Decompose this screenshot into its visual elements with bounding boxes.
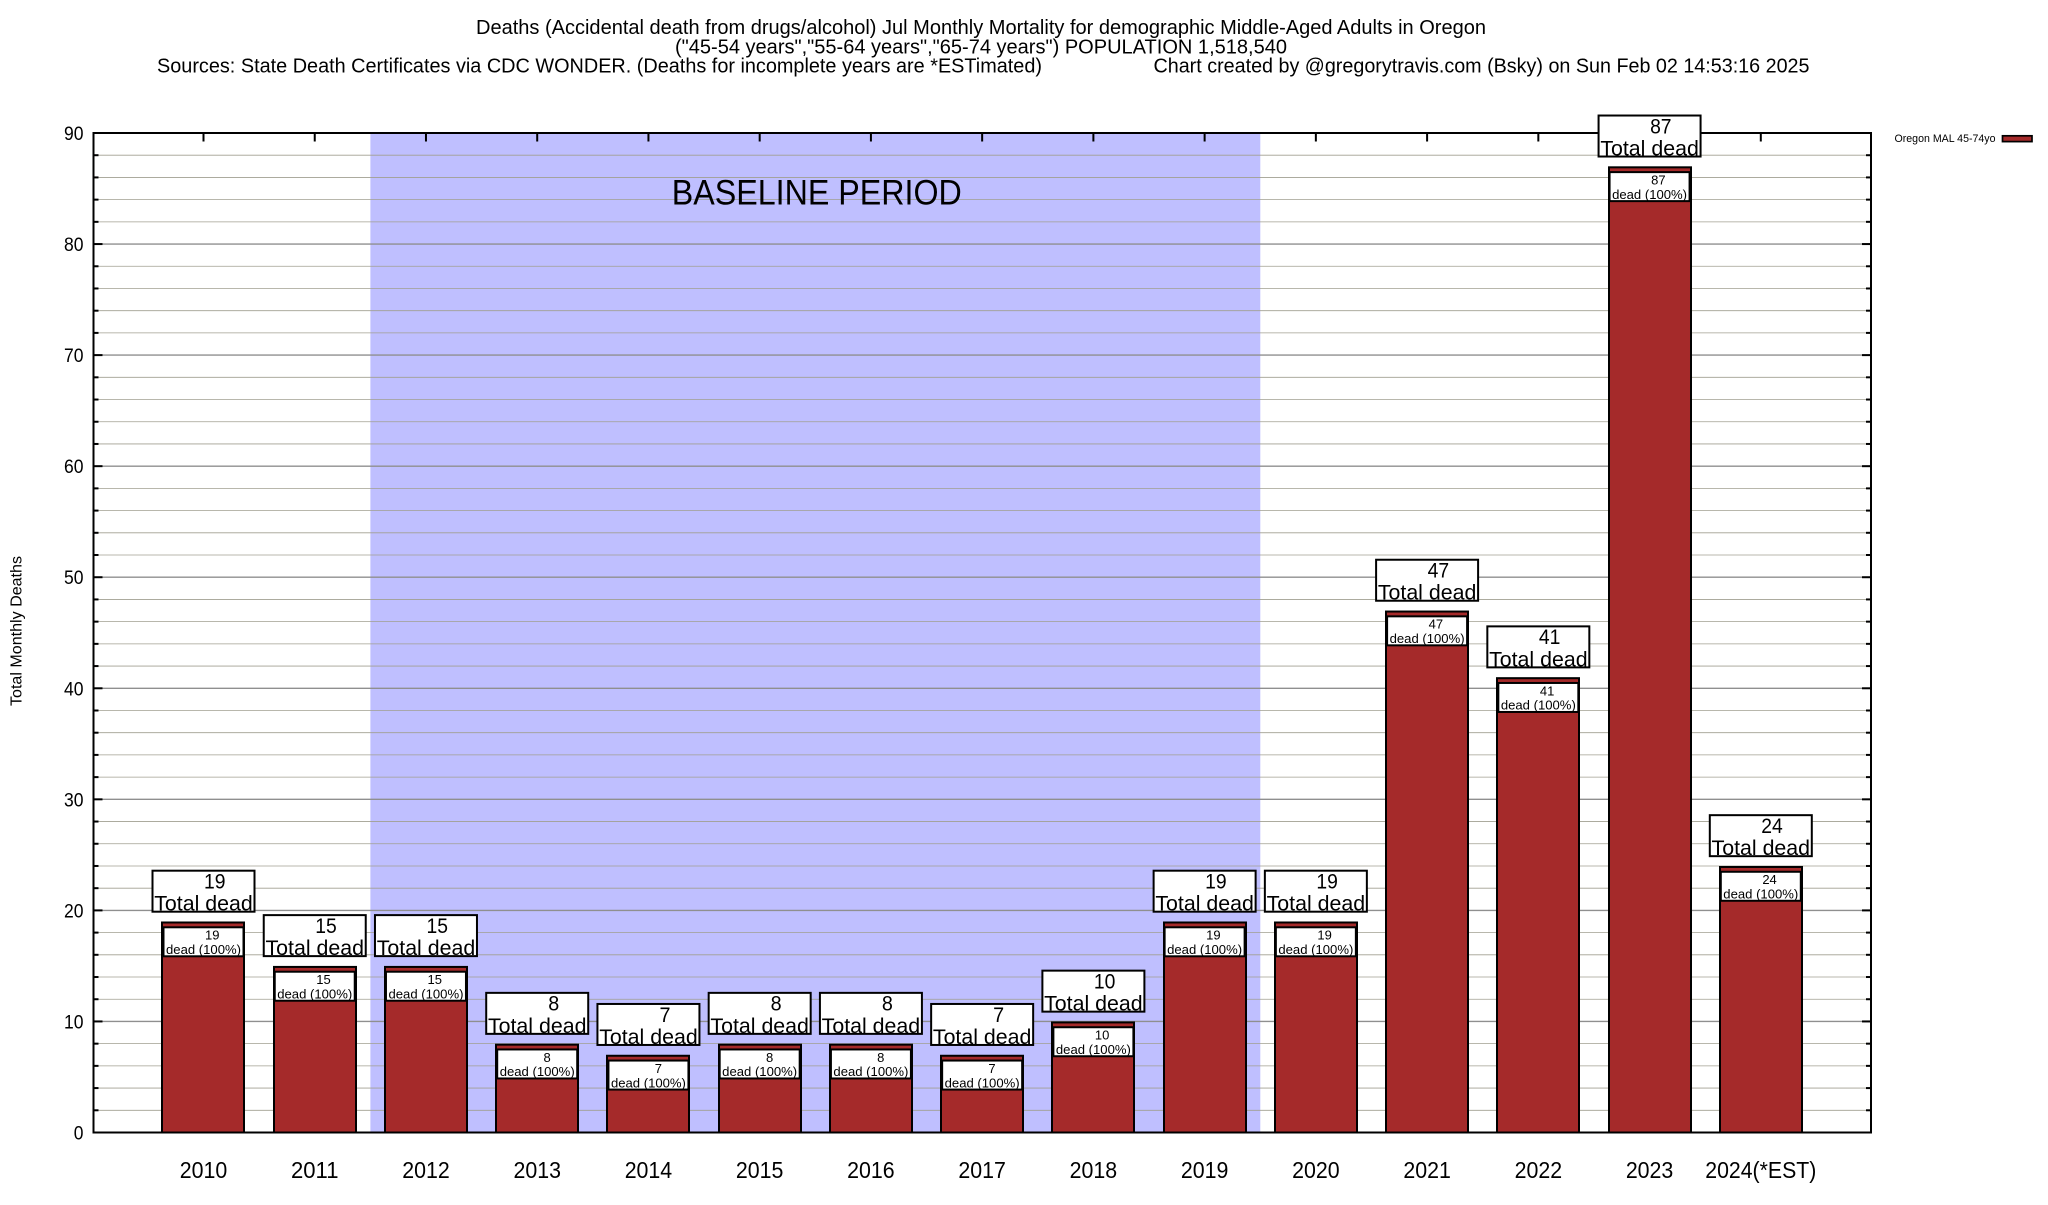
- svg-text:47: 47: [1429, 617, 1443, 632]
- svg-text:2021: 2021: [1403, 1157, 1451, 1183]
- svg-text:15: 15: [428, 972, 442, 987]
- svg-text:40: 40: [64, 678, 84, 700]
- svg-text:Total dead: Total dead: [377, 936, 476, 960]
- svg-text:Total dead: Total dead: [154, 892, 253, 916]
- svg-text:41: 41: [1539, 625, 1561, 649]
- svg-text:7: 7: [659, 1003, 670, 1027]
- svg-text:dead (100%): dead (100%): [945, 1075, 1020, 1090]
- svg-text:2017: 2017: [958, 1157, 1006, 1183]
- svg-text:10: 10: [64, 1011, 84, 1033]
- svg-text:19: 19: [1206, 928, 1220, 943]
- svg-text:7: 7: [988, 1061, 995, 1076]
- svg-text:20: 20: [64, 900, 84, 922]
- svg-text:Sources: State Death Certifica: Sources: State Death Certificates via CD…: [157, 56, 1042, 78]
- svg-text:2014: 2014: [625, 1157, 673, 1183]
- svg-text:Total dead: Total dead: [1267, 892, 1366, 916]
- svg-text:Total dead: Total dead: [822, 1014, 921, 1038]
- svg-text:7: 7: [655, 1061, 662, 1076]
- svg-text:19: 19: [205, 928, 219, 943]
- svg-text:Total dead: Total dead: [933, 1025, 1032, 1049]
- svg-text:Total dead: Total dead: [488, 1014, 587, 1038]
- svg-text:dead (100%): dead (100%): [611, 1075, 686, 1090]
- svg-text:19: 19: [1205, 869, 1227, 893]
- svg-text:Total dead: Total dead: [1155, 892, 1254, 916]
- svg-text:dead (100%): dead (100%): [1167, 942, 1242, 957]
- svg-text:Total Monthly Deaths: Total Monthly Deaths: [9, 556, 26, 706]
- svg-text:dead (100%): dead (100%): [166, 942, 241, 957]
- svg-text:Total dead: Total dead: [265, 936, 364, 960]
- svg-text:50: 50: [64, 567, 84, 589]
- svg-text:Total dead: Total dead: [1044, 992, 1143, 1016]
- svg-text:dead (100%): dead (100%): [1723, 886, 1798, 901]
- svg-text:19: 19: [1317, 928, 1331, 943]
- svg-text:15: 15: [315, 914, 337, 938]
- svg-text:0: 0: [74, 1123, 84, 1145]
- svg-text:2016: 2016: [847, 1157, 895, 1183]
- svg-text:19: 19: [204, 869, 226, 893]
- svg-text:dead (100%): dead (100%): [1501, 698, 1576, 713]
- svg-text:60: 60: [64, 456, 84, 478]
- svg-text:Total dead: Total dead: [1712, 836, 1811, 860]
- svg-text:2010: 2010: [180, 1157, 228, 1183]
- svg-text:87: 87: [1651, 172, 1665, 187]
- svg-text:24: 24: [1762, 872, 1776, 887]
- svg-text:47: 47: [1428, 559, 1450, 583]
- svg-text:dead (100%): dead (100%): [722, 1064, 797, 1079]
- svg-text:15: 15: [316, 972, 330, 987]
- svg-text:8: 8: [882, 992, 893, 1016]
- svg-text:dead (100%): dead (100%): [277, 986, 352, 1001]
- svg-text:Total dead: Total dead: [1489, 647, 1588, 671]
- svg-text:Chart created by @gregorytravi: Chart created by @gregorytravis.com (Bsk…: [1154, 56, 1810, 78]
- svg-text:2011: 2011: [291, 1157, 339, 1183]
- svg-text:2015: 2015: [736, 1157, 784, 1183]
- svg-text:8: 8: [543, 1050, 550, 1065]
- svg-text:dead (100%): dead (100%): [833, 1064, 908, 1079]
- svg-text:24: 24: [1761, 814, 1783, 838]
- svg-text:Total dead: Total dead: [599, 1025, 698, 1049]
- svg-text:87: 87: [1650, 114, 1672, 138]
- svg-text:Oregon MAL 45-74yo: Oregon MAL 45-74yo: [1895, 133, 1996, 145]
- svg-text:dead (100%): dead (100%): [1390, 631, 1465, 646]
- svg-text:19: 19: [1316, 869, 1338, 893]
- svg-text:Deaths (Accidental death from: Deaths (Accidental death from drugs/alco…: [476, 17, 1486, 39]
- svg-text:90: 90: [64, 123, 84, 145]
- svg-text:BASELINE PERIOD: BASELINE PERIOD: [672, 174, 962, 213]
- svg-text:15: 15: [426, 914, 448, 938]
- svg-text:10: 10: [1095, 1028, 1109, 1043]
- svg-text:2019: 2019: [1181, 1157, 1229, 1183]
- svg-text:2023: 2023: [1626, 1157, 1674, 1183]
- svg-text:41: 41: [1540, 683, 1554, 698]
- svg-text:dead (100%): dead (100%): [1612, 187, 1687, 202]
- svg-text:Total dead: Total dead: [1600, 137, 1699, 161]
- svg-text:Total dead: Total dead: [710, 1014, 809, 1038]
- svg-text:70: 70: [64, 345, 84, 367]
- svg-text:8: 8: [548, 992, 559, 1016]
- svg-text:2013: 2013: [513, 1157, 561, 1183]
- svg-text:8: 8: [771, 992, 782, 1016]
- svg-text:dead (100%): dead (100%): [1056, 1042, 1131, 1057]
- svg-text:("45-54 years","55-64 years",": ("45-54 years","55-64 years","65-74 year…: [675, 37, 1287, 59]
- svg-text:dead (100%): dead (100%): [1278, 942, 1353, 957]
- svg-text:2018: 2018: [1070, 1157, 1118, 1183]
- svg-text:Total dead: Total dead: [1378, 581, 1477, 605]
- svg-text:30: 30: [64, 789, 84, 811]
- svg-text:8: 8: [877, 1050, 884, 1065]
- svg-text:2024(*EST): 2024(*EST): [1705, 1157, 1816, 1183]
- svg-text:dead (100%): dead (100%): [388, 986, 463, 1001]
- svg-text:80: 80: [64, 234, 84, 256]
- svg-text:2022: 2022: [1515, 1157, 1563, 1183]
- svg-text:7: 7: [993, 1003, 1004, 1027]
- svg-text:10: 10: [1094, 969, 1116, 993]
- svg-text:8: 8: [766, 1050, 773, 1065]
- svg-text:2012: 2012: [402, 1157, 450, 1183]
- svg-text:dead (100%): dead (100%): [500, 1064, 575, 1079]
- svg-text:2020: 2020: [1292, 1157, 1340, 1183]
